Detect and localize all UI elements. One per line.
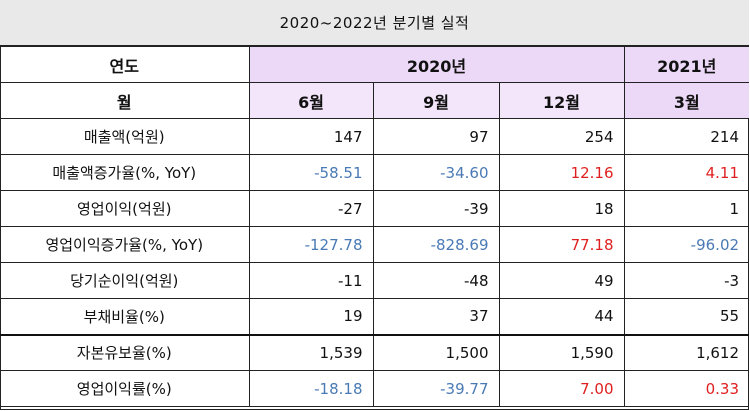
table-row: 매출액증가율(%, YoY) -58.51 -34.60 12.16 4.11	[0, 154, 750, 191]
cell-value: -11	[248, 262, 374, 299]
header-month-12: 12월	[498, 82, 625, 119]
table-row: 영업이익률(%) -18.18 -39.77 7.00 0.33	[0, 370, 750, 407]
header-row-month: 월 6월 9월 12월 3월	[0, 82, 750, 119]
header-month-3: 3월	[623, 82, 750, 119]
cell-value: 1,500	[372, 333, 500, 371]
table-row: 당기순이익(억원) -11 -48 49 -3	[0, 262, 750, 299]
table-row: 매출액(억원) 147 97 254 214	[0, 118, 750, 155]
table-row: 영업이익(억원) -27 -39 18 1	[0, 190, 750, 227]
row-label: 자본유보율(%)	[0, 333, 250, 371]
cell-value: 77.18	[498, 226, 625, 263]
cell-value: -96.02	[623, 226, 750, 263]
row-label: 매출액(억원)	[0, 118, 250, 155]
cell-value: 12.16	[498, 154, 625, 191]
cell-value: 18	[498, 190, 625, 227]
cell-value: -828.69	[372, 226, 500, 263]
cell-value: 1,539	[248, 333, 374, 371]
performance-table: 연도 2020년 2021년 월 6월 9월 12월 3월 매출액(억원) 147…	[0, 46, 750, 407]
cell-value: 254	[498, 118, 625, 155]
cell-value: -39.77	[372, 370, 500, 407]
cell-value: 44	[498, 298, 625, 335]
header-month-6: 6월	[248, 82, 374, 119]
cell-value: -48	[372, 262, 500, 299]
cell-value: 214	[623, 118, 750, 155]
cell-value: -34.60	[372, 154, 500, 191]
header-year-label: 연도	[0, 46, 250, 83]
table-row: 부채비율(%) 19 37 44 55	[0, 298, 750, 335]
header-month-9: 9월	[372, 82, 500, 119]
header-row-year: 연도 2020년 2021년	[0, 46, 750, 83]
cell-value: -27	[248, 190, 374, 227]
cell-value: 7.00	[498, 370, 625, 407]
cell-value: 37	[372, 298, 500, 335]
cell-value: -39	[372, 190, 500, 227]
cell-value: 147	[248, 118, 374, 155]
cell-value: 1,590	[498, 333, 625, 371]
row-label: 영업이익(억원)	[0, 190, 250, 227]
row-label: 영업이익증가율(%, YoY)	[0, 226, 250, 263]
header-year-2021: 2021년	[623, 46, 750, 83]
row-label: 부채비율(%)	[0, 298, 250, 335]
cell-value: 97	[372, 118, 500, 155]
cell-value: 0.33	[623, 370, 750, 407]
page-title: 2020~2022년 분기별 실적	[0, 0, 749, 46]
cell-value: 1	[623, 190, 750, 227]
row-label: 당기순이익(억원)	[0, 262, 250, 299]
cell-value: -18.18	[248, 370, 374, 407]
cell-value: 19	[248, 298, 374, 335]
cell-value: 55	[623, 298, 750, 335]
table-row: 영업이익증가율(%, YoY) -127.78 -828.69 77.18 -96.02	[0, 226, 750, 263]
cell-value: -127.78	[248, 226, 374, 263]
header-year-2020: 2020년	[248, 46, 625, 83]
header-month-label: 월	[0, 82, 250, 119]
cell-value: 4.11	[623, 154, 750, 191]
cell-value: -58.51	[248, 154, 374, 191]
row-label: 매출액증가율(%, YoY)	[0, 154, 250, 191]
table-row: 자본유보율(%) 1,539 1,500 1,590 1,612	[0, 333, 750, 371]
cell-value: 1,612	[623, 333, 750, 371]
cell-value: 49	[498, 262, 625, 299]
cell-value: -3	[623, 262, 750, 299]
row-label: 영업이익률(%)	[0, 370, 250, 407]
